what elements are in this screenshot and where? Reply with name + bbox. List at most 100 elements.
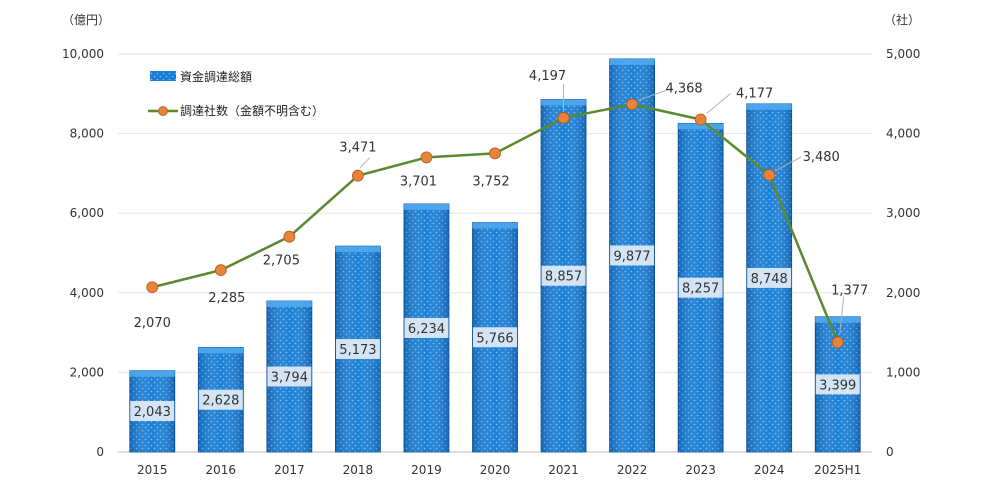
bar-top (609, 58, 655, 65)
bar-label-box (335, 339, 380, 360)
line-point (557, 112, 570, 124)
bar-data-label: 8,857 (541, 265, 586, 286)
line-label-leader (706, 93, 731, 114)
bar-label-text: 5,766 (476, 331, 513, 346)
line-point (146, 281, 159, 294)
right-tick-label: 1,000 (886, 365, 920, 379)
right-tick-label: 3,000 (886, 206, 920, 220)
legend-bar-swatch (150, 71, 176, 81)
bar-label-text: 3,794 (271, 370, 308, 385)
bar-label-text: 6,234 (408, 322, 445, 337)
x-tick-label: 2021 (548, 463, 579, 477)
line-label-leader (839, 296, 845, 335)
right-axis-unit: （社） (884, 12, 920, 27)
x-tick-label: 2024 (754, 463, 785, 477)
x-tick-label: 2019 (411, 463, 442, 477)
bar-label-box (404, 317, 449, 338)
bar-label-box (815, 374, 860, 395)
x-axis-ticks: 2015 2016 2017 2018 2019 2020 2021 2022 2023 2024… (137, 463, 861, 477)
line-label-leader (637, 87, 673, 101)
legend: 資金調達総額 調達社数（金額不明含む） (148, 69, 324, 118)
line-data-label: 2,285 (208, 291, 245, 306)
bar-label-text: 5,173 (339, 343, 376, 358)
bar-label-text: 2,043 (134, 405, 171, 420)
x-tick-label: 2017 (274, 463, 305, 477)
bar-data-label: 8,257 (678, 277, 723, 298)
x-tick-label: 2016 (206, 463, 237, 477)
left-axis-unit: （億円） (62, 13, 110, 27)
legend-bar-label: 資金調達総額 (180, 69, 252, 84)
line-data-label: 2,070 (134, 316, 171, 331)
bar-top (472, 222, 518, 229)
left-tick-label: 6,000 (70, 206, 104, 220)
bar-data-label: 6,234 (404, 317, 449, 338)
bar-top (403, 203, 449, 210)
line-point (489, 147, 501, 160)
bar-data-label: 8,748 (747, 267, 792, 288)
line-data-label: 1,377 (831, 283, 868, 298)
bar-top (335, 246, 381, 253)
bar-label-text: 8,857 (545, 270, 582, 285)
line-data-label: 3,480 (803, 150, 840, 165)
x-tick-label: 2018 (343, 463, 374, 477)
bar-top (746, 103, 792, 110)
bar-data-label: 5,766 (473, 327, 517, 348)
bar-data-labels: 2,043 2,628 3,794 5,173 6,234 5,766 8,857 9,877… (130, 245, 860, 421)
bar-label-box (610, 245, 655, 266)
legend-item-bars: 資金調達総額 (150, 69, 252, 84)
legend-line-marker (158, 106, 168, 116)
x-tick-label: 2022 (617, 463, 648, 477)
line-point (694, 113, 707, 126)
line-data-label: 3,471 (339, 141, 376, 156)
bar-top (678, 123, 724, 130)
line-data-label: 3,752 (472, 174, 509, 189)
line-data-label: 4,177 (736, 87, 773, 102)
left-tick-label: 10,000 (62, 47, 104, 61)
x-tick-label: 2023 (685, 463, 716, 477)
left-tick-label: 4,000 (70, 286, 104, 300)
bar-label-box (267, 366, 312, 387)
line-point (283, 230, 296, 243)
line-data-label: 3,701 (400, 174, 437, 189)
bar-label-text: 8,257 (682, 282, 719, 297)
bar-label-text: 2,628 (202, 394, 239, 409)
line-point (626, 98, 638, 111)
x-tick-label: 2020 (480, 463, 511, 477)
line-label-leader (359, 157, 371, 169)
right-tick-label: 5,000 (886, 47, 920, 61)
bar-label-box (747, 267, 792, 288)
right-axis-ticks: 0 1,000 2,000 3,000 4,000 5,000 (886, 47, 920, 459)
right-tick-label: 0 (886, 445, 894, 459)
x-tick-label: 2025H1 (814, 463, 861, 477)
line-data-label: 4,368 (665, 81, 702, 96)
bar-top (266, 300, 312, 307)
legend-line-label: 調達社数（金額不明含む） (180, 103, 324, 118)
bar-data-label: 3,794 (267, 366, 312, 387)
right-tick-label: 2,000 (886, 286, 920, 300)
bar-label-box (198, 389, 243, 410)
right-tick-label: 4,000 (886, 127, 920, 141)
bar-data-label: 9,877 (610, 245, 655, 266)
line-point (763, 169, 776, 181)
bar-data-label: 3,399 (815, 374, 860, 395)
left-tick-label: 0 (96, 445, 104, 459)
line-point (352, 169, 364, 182)
bar-top (198, 347, 244, 354)
left-tick-label: 8,000 (70, 127, 104, 141)
line-point (420, 151, 433, 164)
line-label-leader (774, 156, 802, 172)
bar-top (129, 370, 175, 377)
bar-label-box (473, 327, 517, 348)
line-data-labels: 2,070 2,285 2,705 3,471 3,701 3,752 4,197 4,368… (134, 69, 868, 335)
line-data-label: 2,705 (263, 254, 300, 269)
bar-top (815, 316, 861, 323)
bar-label-text: 8,748 (751, 272, 788, 287)
legend-item-line: 調達社数（金額不明含む） (148, 103, 324, 118)
line-series (146, 98, 844, 349)
x-tick-label: 2015 (137, 463, 168, 477)
line-data-label: 4,197 (529, 69, 566, 84)
left-axis-ticks: 0 2,000 4,000 6,000 8,000 10,000 (62, 47, 104, 459)
bar-label-box (130, 401, 175, 421)
